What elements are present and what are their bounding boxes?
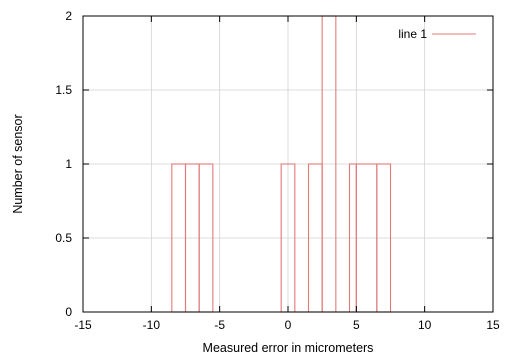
x-tick-label-3: 0	[285, 318, 292, 332]
tick-marks	[82, 15, 494, 313]
x-tick-label-0: -15	[74, 318, 92, 332]
x-tick-label-6: 15	[486, 318, 500, 332]
x-tick-label-5: 10	[418, 318, 432, 332]
y-tick-label-4: 2	[65, 9, 72, 23]
y-tick-label-1: 0.5	[55, 231, 72, 245]
legend: line 1	[398, 27, 476, 41]
x-axis-label: Measured error in micrometers	[203, 341, 374, 355]
y-axis-label: Number of sensor	[11, 114, 25, 213]
legend-label-line-1: line 1	[398, 27, 427, 41]
x-tick-label-2: -5	[214, 318, 225, 332]
y-tick-label-0: 0	[65, 305, 72, 319]
x-tick-label-4: 5	[353, 318, 360, 332]
tick-labels: -15 -10 -5 0 5 10 15 0 0.5 1 1.5 2	[55, 9, 500, 332]
y-tick-label-3: 1.5	[55, 83, 72, 97]
x-tick-label-1: -10	[143, 318, 161, 332]
y-tick-label-2: 1	[65, 157, 72, 171]
